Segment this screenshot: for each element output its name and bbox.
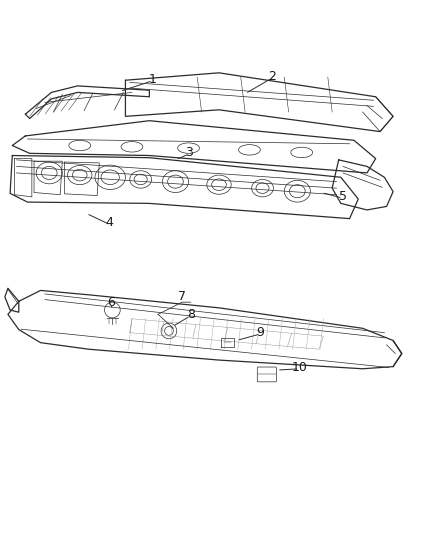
Text: 7: 7: [178, 290, 186, 303]
Text: 4: 4: [106, 216, 113, 230]
Text: 6: 6: [107, 296, 115, 309]
Text: 9: 9: [256, 326, 264, 339]
Text: 1: 1: [149, 73, 157, 86]
Text: 10: 10: [292, 361, 307, 374]
Text: 8: 8: [187, 308, 195, 321]
Text: 5: 5: [339, 190, 346, 204]
Text: 3: 3: [185, 146, 193, 159]
Text: 2: 2: [268, 70, 276, 83]
